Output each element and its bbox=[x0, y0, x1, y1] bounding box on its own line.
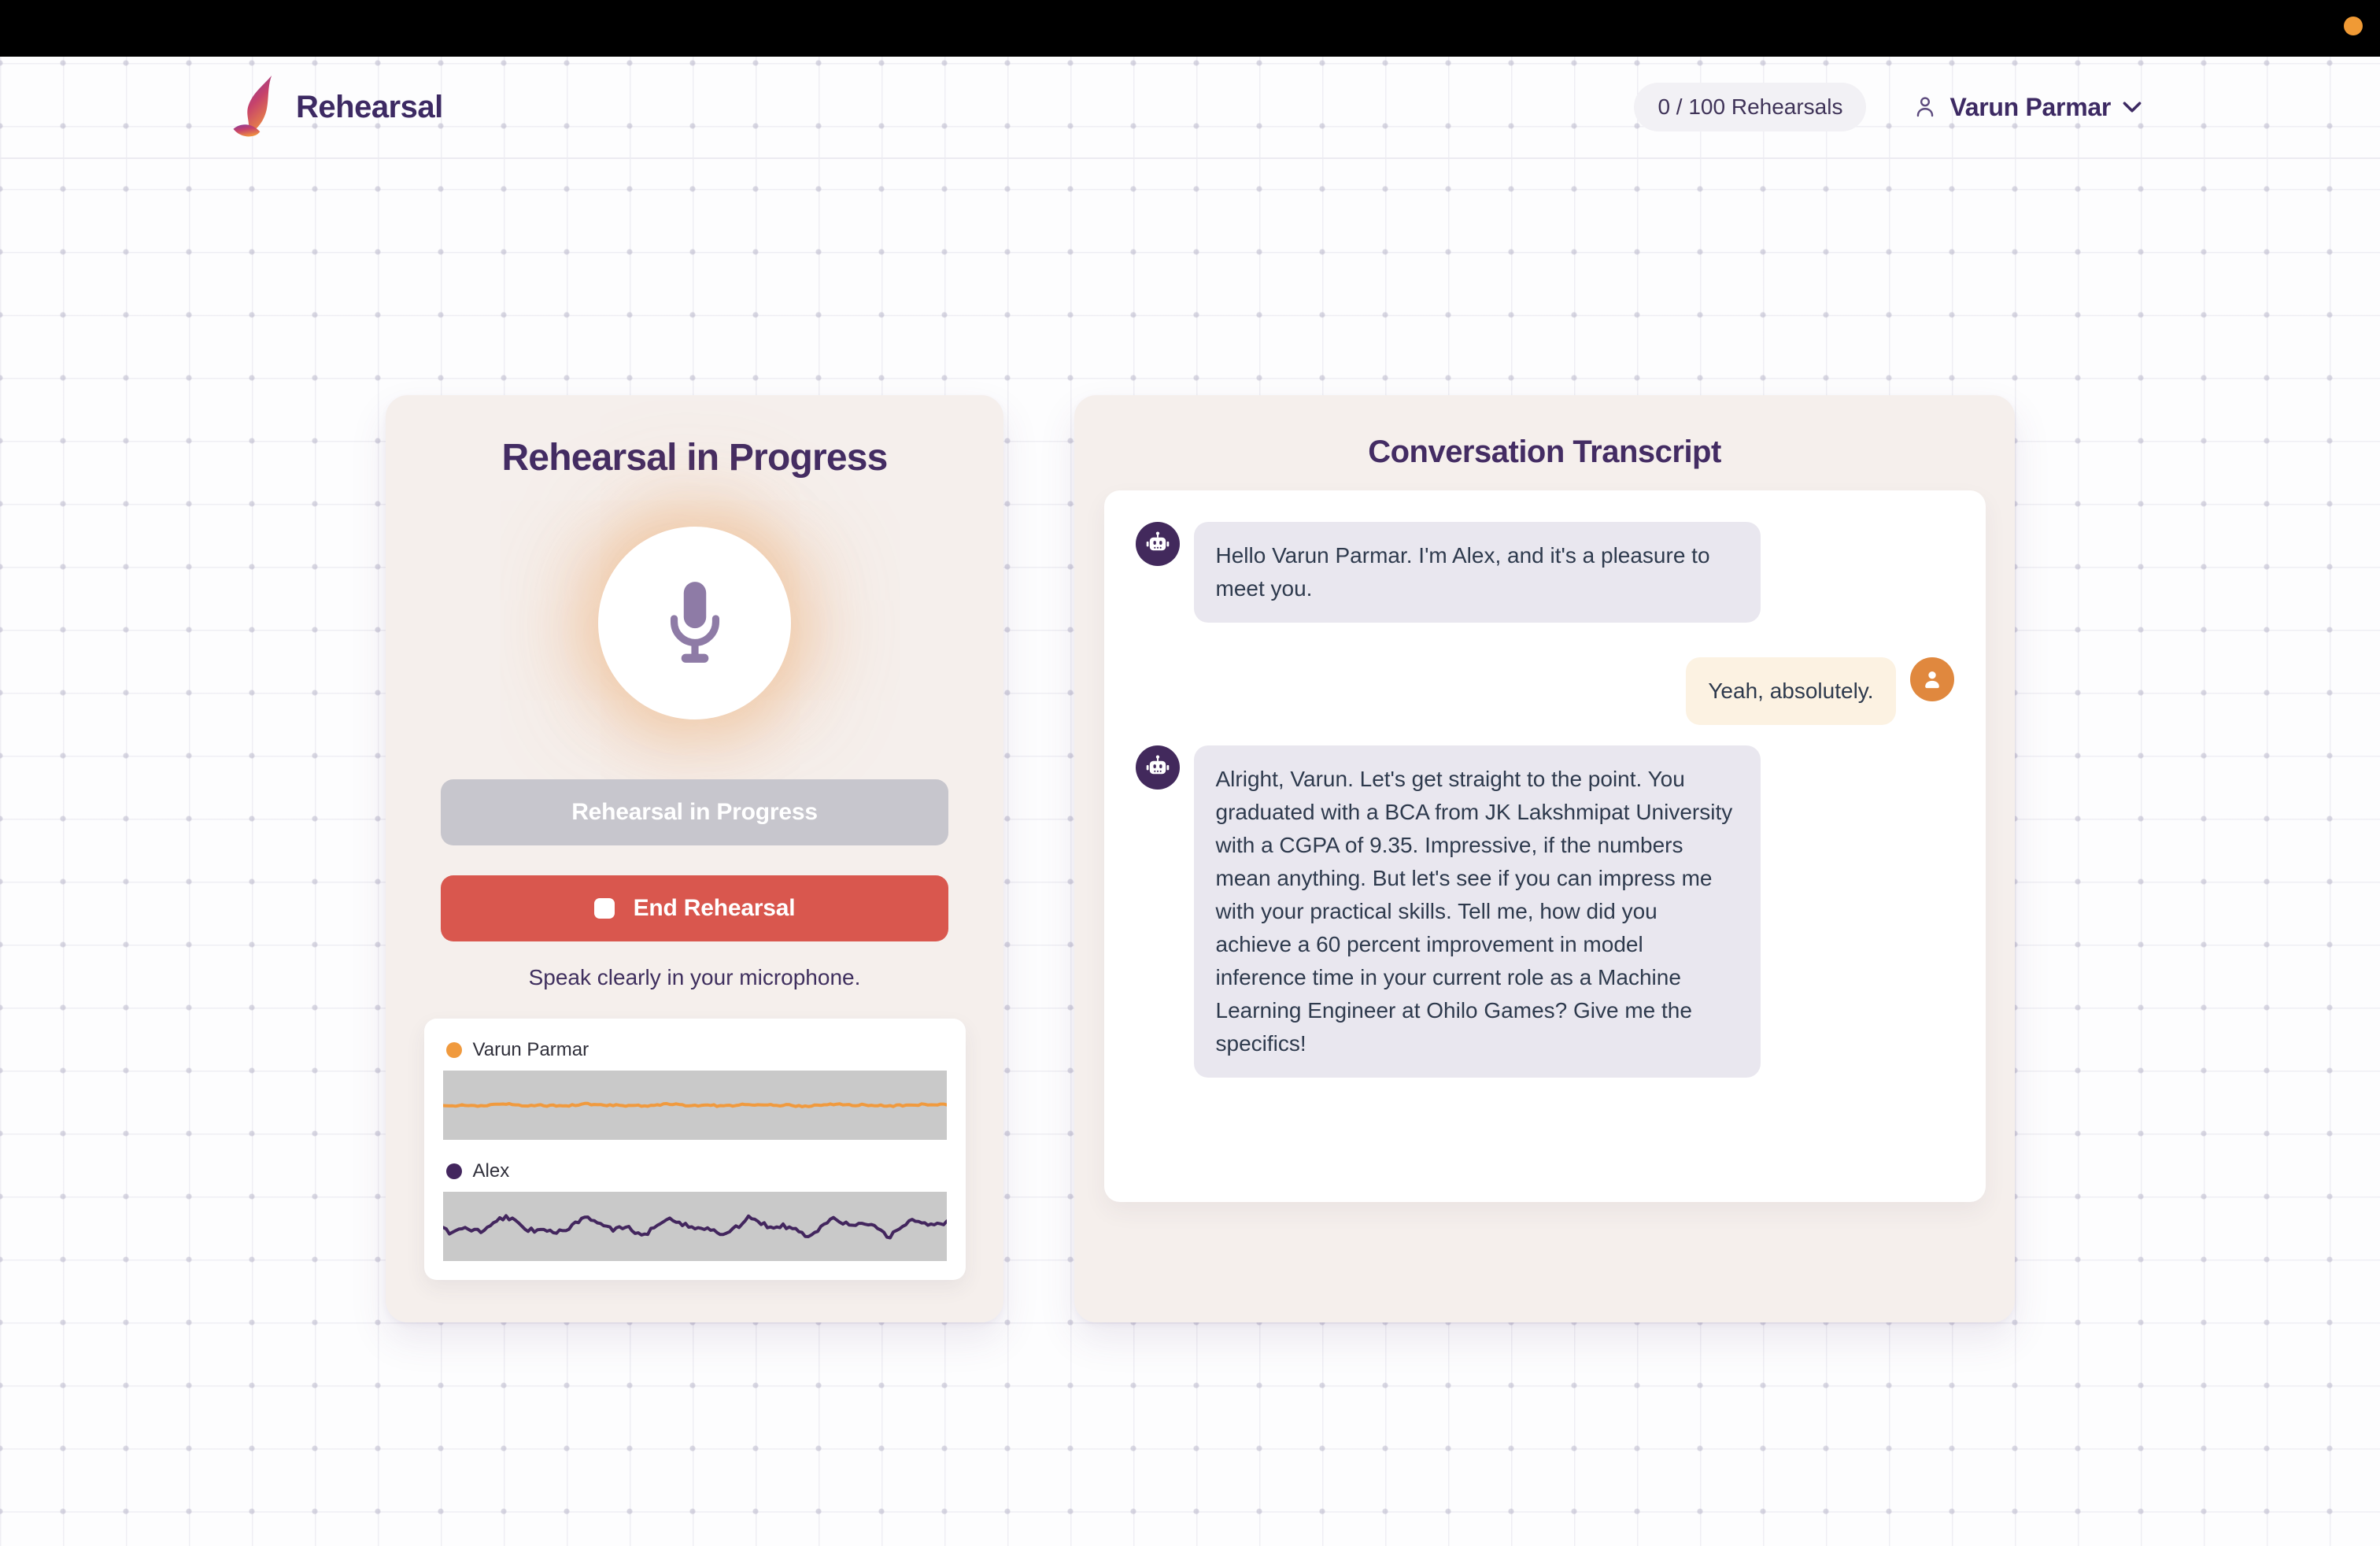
transcript-card: Conversation Transcript Hello Varun Parm… bbox=[1074, 395, 2015, 1322]
recording-indicator-dot bbox=[2344, 17, 2363, 35]
speaker-dot-icon bbox=[445, 1163, 462, 1179]
status-button: Rehearsal in Progress bbox=[441, 779, 948, 845]
stop-icon bbox=[593, 898, 615, 919]
microphone-icon bbox=[670, 581, 719, 663]
end-rehearsal-label: End Rehearsal bbox=[633, 895, 796, 921]
transcript-messages-panel: Hello Varun Parmar. I'm Alex, and it's a… bbox=[1103, 490, 1986, 1202]
user-name: Varun Parmar bbox=[1949, 92, 2111, 121]
bot-message-bubble: Hello Varun Parmar. I'm Alex, and it's a… bbox=[1193, 522, 1761, 623]
waveform-legend-varun-parmar: Varun Parmar bbox=[443, 1039, 947, 1061]
bot-message-bubble: Alright, Varun. Let's get straight to th… bbox=[1193, 745, 1761, 1078]
app-header: Rehearsal 0 / 100 Rehearsals Varun Parma… bbox=[0, 57, 2380, 159]
speaker-label: Varun Parmar bbox=[472, 1039, 589, 1060]
speaker-dot-icon bbox=[445, 1042, 462, 1058]
bot-avatar bbox=[1135, 745, 1180, 790]
bot-avatar bbox=[1135, 522, 1180, 566]
waveform-group-varun-parmar: Varun Parmar bbox=[442, 1039, 947, 1140]
audio-levels-panel: Varun Parmar Alex bbox=[423, 1019, 966, 1280]
user-message-bubble: Yeah, absolutely. bbox=[1686, 657, 1896, 725]
brand[interactable]: Rehearsal bbox=[231, 76, 443, 139]
waveform-svg-alex bbox=[442, 1214, 947, 1240]
user-message-row: Yeah, absolutely. bbox=[1136, 657, 1954, 725]
session-title: Rehearsal in Progress bbox=[501, 437, 888, 479]
waveform-legend-alex: Alex bbox=[443, 1160, 947, 1182]
waveform-svg-varun-parmar bbox=[442, 1101, 947, 1108]
robot-icon bbox=[1146, 755, 1169, 775]
person-icon bbox=[1924, 671, 1939, 689]
transcript-title: Conversation Transcript bbox=[1368, 435, 1721, 469]
rehearsals-usage-badge: 0 / 100 Rehearsals bbox=[1634, 83, 1867, 131]
brand-logo-flame-icon bbox=[233, 76, 272, 137]
end-rehearsal-button[interactable]: End Rehearsal bbox=[441, 875, 948, 941]
system-top-bar bbox=[0, 0, 2380, 57]
user-avatar bbox=[1909, 657, 1954, 701]
waveform-group-alex: Alex bbox=[442, 1160, 947, 1261]
waveform-strip-alex bbox=[442, 1192, 947, 1261]
rehearsal-session-card: Rehearsal in Progress Rehearsal in Progr… bbox=[386, 395, 1003, 1322]
brand-name: Rehearsal bbox=[296, 89, 443, 124]
bot-message-row: Alright, Varun. Let's get straight to th… bbox=[1135, 745, 1954, 1078]
user-menu[interactable]: Varun Parmar bbox=[1912, 93, 2142, 122]
bot-message-row: Hello Varun Parmar. I'm Alex, and it's a… bbox=[1135, 522, 1954, 623]
user-icon bbox=[1917, 97, 1934, 117]
robot-icon bbox=[1146, 531, 1169, 551]
chevron-down-icon bbox=[2123, 102, 2142, 113]
header-right: 0 / 100 Rehearsals Varun Parmar bbox=[1634, 83, 2142, 131]
microphone-tip: Speak clearly in your microphone. bbox=[528, 965, 861, 989]
mic-indicator bbox=[598, 527, 791, 719]
speaker-label: Alex bbox=[472, 1160, 510, 1182]
waveform-strip-varun-parmar bbox=[442, 1071, 947, 1140]
